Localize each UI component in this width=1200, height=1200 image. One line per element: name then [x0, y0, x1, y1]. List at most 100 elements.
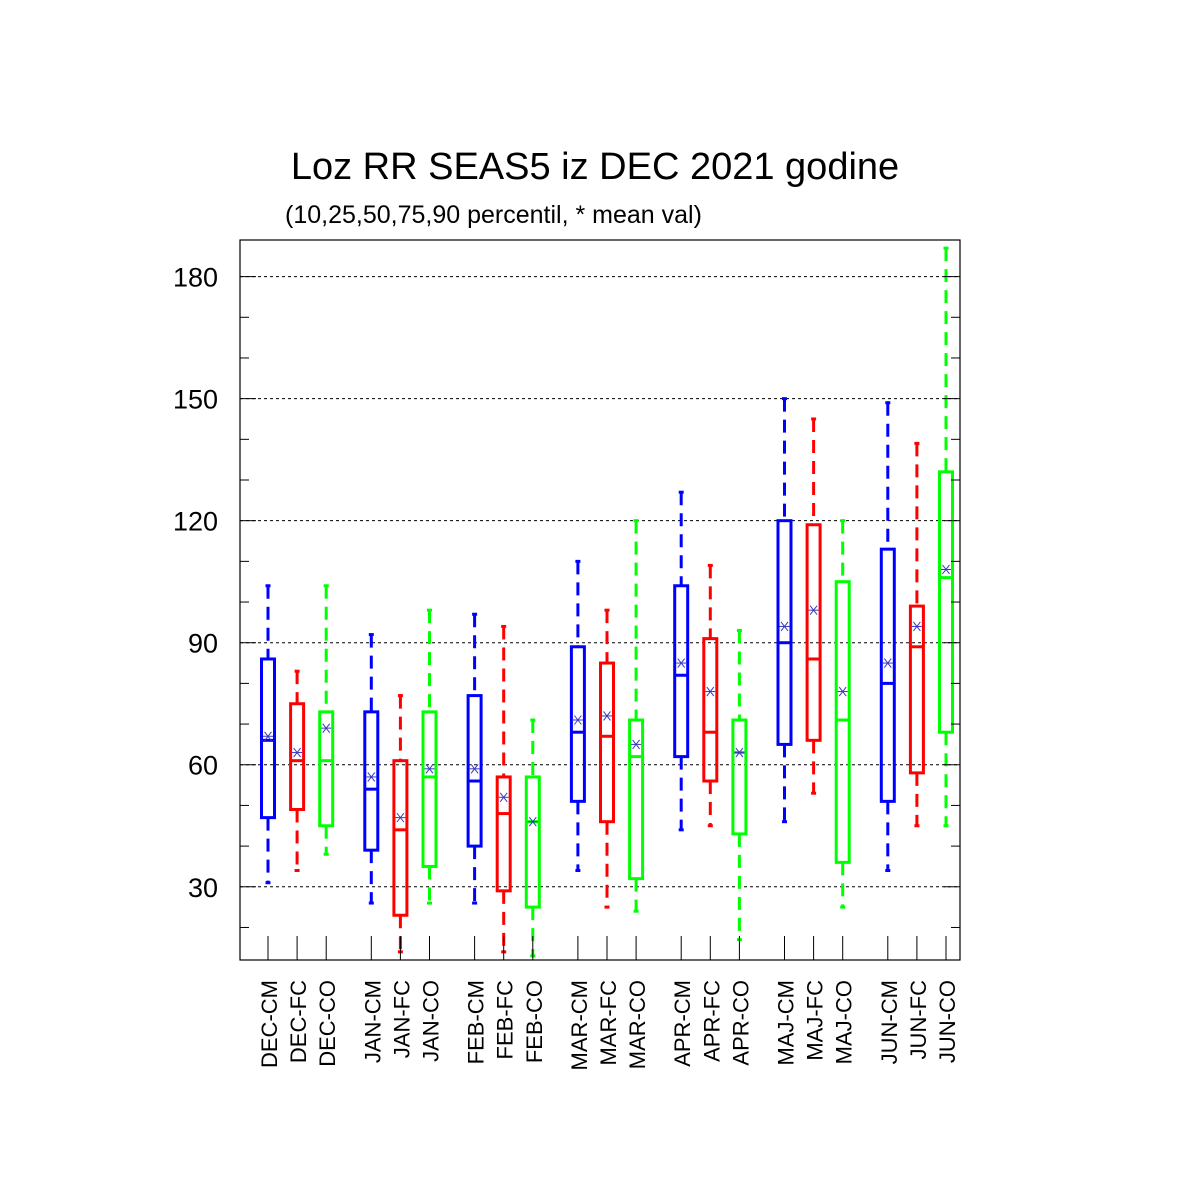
box-feb-cm: [466, 612, 483, 905]
mean-stroke: [677, 658, 686, 668]
plot-frame: [239, 239, 961, 961]
box-jun-co: [938, 246, 954, 828]
x-tick-label: MAJ-CM: [774, 980, 799, 1066]
mean-marker: [631, 739, 642, 750]
mean-marker: [911, 621, 922, 632]
box-apr-fc: [702, 563, 719, 828]
box-iqr: [702, 637, 719, 783]
box-iqr: [363, 710, 380, 852]
x-tick-label: APR-CM: [670, 980, 695, 1067]
mean-marker: [498, 792, 509, 803]
box-iqr: [908, 604, 925, 775]
box-maj-cm: [776, 397, 793, 824]
mean-stroke: [603, 711, 611, 721]
boxes-layer: [260, 246, 954, 958]
mean-marker: [602, 711, 612, 721]
box-jan-co: [421, 608, 438, 905]
box-iqr: [524, 775, 541, 909]
chart-subtitle: (10,25,50,75,90 percentil, * mean val): [285, 201, 702, 229]
x-tick-label: APR-CO: [728, 980, 753, 1066]
box-dec-fc: [289, 669, 306, 873]
x-tick-label: FEB-CM: [464, 980, 489, 1064]
box-iqr: [318, 710, 335, 828]
mean-marker: [941, 564, 951, 575]
mean-stroke: [942, 564, 950, 575]
mean-stroke: [913, 621, 921, 632]
mean-marker: [882, 658, 893, 668]
mean-stroke: [367, 772, 376, 782]
box-iqr: [938, 470, 954, 734]
mean-marker: [779, 621, 790, 632]
x-tick-label: MAR-FC: [596, 980, 621, 1066]
mean-stroke: [706, 686, 715, 697]
box-maj-co: [834, 519, 851, 909]
x-tick-label: JAN-FC: [389, 980, 414, 1058]
x-tick-label: JUN-CO: [935, 980, 960, 1063]
y-tick-label: 120: [173, 507, 218, 537]
x-tick-label: FEB-FC: [493, 980, 518, 1060]
x-tick-label: DEC-CO: [315, 980, 340, 1067]
box-jun-fc: [908, 441, 925, 828]
box-iqr: [466, 694, 483, 848]
box-iqr: [289, 702, 306, 811]
box-iqr: [421, 710, 438, 868]
mean-marker: [424, 764, 435, 774]
mean-marker: [808, 605, 819, 615]
box-mar-cm: [569, 559, 586, 873]
mean-marker: [705, 686, 716, 697]
mean-marker: [676, 658, 687, 668]
box-iqr: [569, 645, 586, 803]
box-apr-cm: [673, 490, 690, 832]
mean-stroke: [809, 605, 818, 615]
box-iqr: [834, 580, 851, 864]
box-iqr: [805, 523, 822, 742]
box-dec-cm: [260, 584, 276, 885]
y-tick-label: 90: [188, 629, 218, 659]
mean-stroke: [499, 792, 508, 803]
x-tick-label: MAJ-CO: [832, 980, 857, 1064]
box-iqr: [599, 661, 615, 824]
x-tick-label: JAN-CM: [360, 980, 385, 1063]
mean-marker: [572, 715, 583, 725]
mean-stroke: [322, 723, 331, 733]
box-iqr: [673, 584, 690, 759]
box-iqr: [628, 718, 645, 881]
mean-marker: [366, 772, 377, 782]
box-iqr: [392, 759, 409, 917]
y-tick-label: 150: [173, 385, 218, 415]
y-tick-label: 30: [188, 873, 218, 903]
mean-marker: [263, 731, 273, 742]
x-tick-label: JAN-CO: [419, 980, 444, 1062]
box-jun-cm: [879, 401, 896, 873]
mean-stroke: [735, 747, 744, 758]
x-tick-label: DEC-FC: [286, 980, 311, 1063]
box-iqr: [776, 519, 793, 746]
y-tick-label: 60: [188, 751, 218, 781]
mean-stroke: [883, 658, 892, 668]
axes-layer: [239, 239, 961, 961]
box-iqr: [260, 657, 276, 820]
mean-stroke: [425, 764, 434, 774]
x-tick-label: DEC-CM: [257, 980, 282, 1068]
mean-stroke: [293, 747, 301, 758]
mean-marker: [837, 686, 848, 697]
box-iqr: [731, 718, 748, 836]
x-tick-label: APR-FC: [699, 980, 724, 1062]
mean-stroke: [632, 739, 640, 750]
x-tick-label: FEB-CO: [522, 980, 547, 1063]
box-jan-fc: [392, 694, 409, 954]
box-dec-co: [318, 584, 335, 856]
grid-layer: [240, 276, 960, 888]
mean-stroke: [574, 715, 582, 725]
box-apr-co: [731, 629, 748, 942]
mean-marker: [469, 764, 480, 774]
mean-stroke: [780, 621, 789, 632]
mean-marker: [395, 812, 406, 823]
box-iqr: [495, 775, 512, 893]
mean-stroke: [528, 816, 537, 827]
x-tick-label: JUN-FC: [906, 980, 931, 1060]
box-feb-fc: [495, 624, 512, 954]
x-tick-label: JUN-CM: [877, 980, 902, 1064]
